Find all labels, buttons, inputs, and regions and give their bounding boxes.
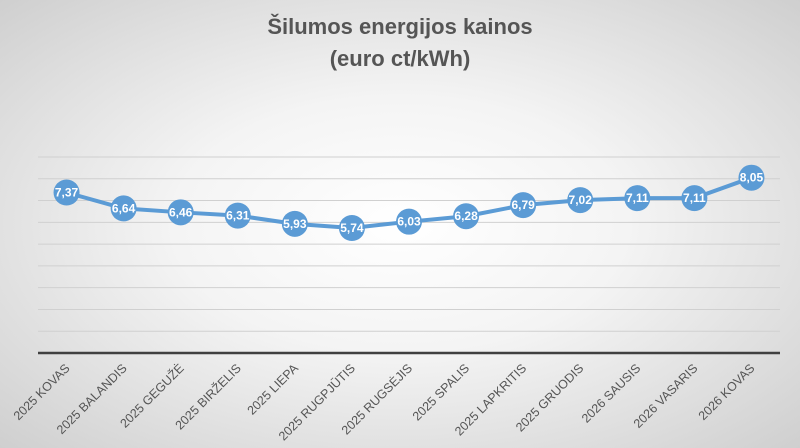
x-tick-label: 2026 SAUSIS — [579, 361, 643, 425]
data-point — [281, 210, 308, 237]
data-label: 7,11 — [683, 191, 706, 205]
data-point — [681, 185, 708, 212]
x-tick-label: 2025 KOVAS — [11, 361, 73, 423]
data-point — [567, 187, 594, 214]
data-point — [110, 195, 137, 222]
x-tick-label: 2025 LIEPA — [245, 361, 302, 418]
data-label: 6,03 — [397, 215, 421, 229]
chart-title: Šilumos energijos kainos — [267, 14, 532, 39]
data-label: 5,74 — [340, 221, 364, 235]
data-label: 7,11 — [626, 191, 649, 205]
data-point — [338, 214, 365, 241]
data-label: 6,28 — [454, 209, 478, 223]
data-label: 6,64 — [112, 201, 136, 215]
data-point — [53, 179, 80, 206]
data-label: 6,79 — [511, 198, 535, 212]
data-point — [224, 202, 251, 229]
data-point — [510, 192, 537, 219]
data-point — [167, 199, 194, 226]
data-label: 7,02 — [569, 193, 593, 207]
data-point — [738, 164, 765, 191]
data-point — [624, 185, 651, 212]
x-tick-label: 2025 SPALIS — [410, 361, 472, 423]
data-point — [453, 203, 480, 230]
data-label: 6,31 — [226, 209, 250, 223]
data-label: 5,93 — [283, 217, 307, 231]
x-tick-label: 2026 KOVAS — [696, 361, 758, 423]
data-label: 7,37 — [55, 185, 79, 199]
data-point — [396, 208, 422, 235]
chart-subtitle: (euro ct/kWh) — [330, 46, 471, 71]
data-label: 6,46 — [169, 205, 193, 219]
data-label: 8,05 — [740, 171, 764, 185]
